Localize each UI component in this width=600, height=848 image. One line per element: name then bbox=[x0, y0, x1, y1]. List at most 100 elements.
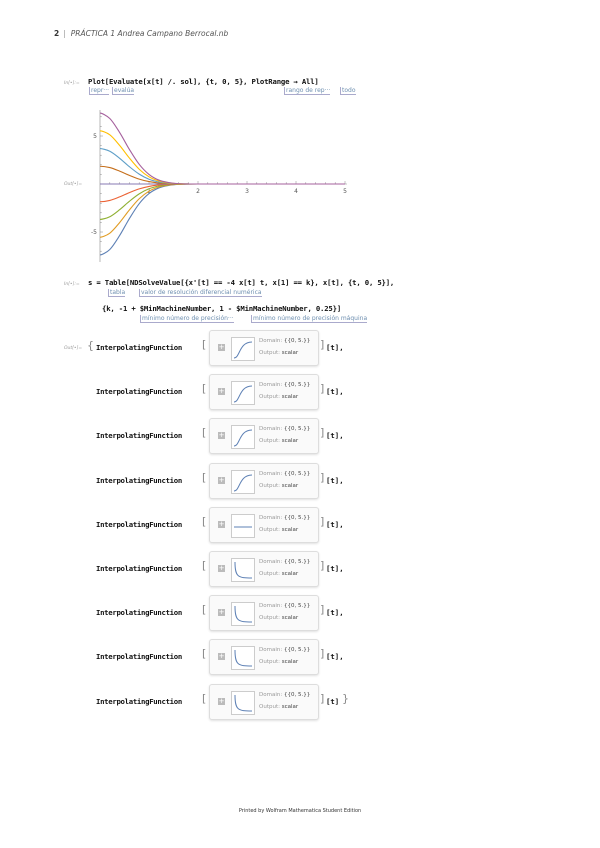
plot-input-code[interactable]: Plot[Evaluate[x[t] /. sol], {t, 0, 5}, P… bbox=[88, 77, 319, 86]
function-name: InterpolatingFunction bbox=[96, 564, 182, 573]
function-thumbnail bbox=[231, 690, 255, 715]
series-line-1 bbox=[99, 183, 345, 238]
function-argument: [t], bbox=[326, 652, 344, 662]
open-bracket: [ bbox=[202, 470, 207, 484]
series-line-8 bbox=[99, 112, 345, 185]
expand-plus-icon[interactable]: + bbox=[218, 564, 225, 572]
function-name: InterpolatingFunction bbox=[96, 431, 182, 441]
footer: Printed by Wolfram Mathematica Student E… bbox=[238, 808, 362, 814]
close-bracket: ] bbox=[320, 691, 325, 705]
close-bracket: ] bbox=[320, 338, 325, 351]
expand-plus-icon[interactable]: + bbox=[218, 652, 225, 661]
out-label-2: Out[•]= bbox=[64, 346, 83, 351]
output-text: Output: scalar bbox=[259, 571, 299, 577]
function-name: InterpolatingFunction bbox=[96, 387, 182, 397]
x-tick-label: 5 bbox=[343, 188, 347, 195]
interpolating-function-box[interactable]: + Domain: {{0, 5.}} Output: scalar bbox=[209, 595, 319, 632]
close-bracket: ] bbox=[320, 559, 325, 572]
interpolating-function-box[interactable]: + Domain: {{0, 5.}} Output: scalar bbox=[209, 374, 319, 411]
y-tick-label: 5 bbox=[93, 133, 97, 140]
y-tick-label: -5 bbox=[91, 229, 97, 236]
plot-out-label: Out[•]= bbox=[64, 182, 83, 187]
interpolating-function-box[interactable]: + Domain: {{0, 5.}} Output: scalar bbox=[209, 551, 319, 587]
hint-minmachine-1[interactable]: mínimo número de precisión··· bbox=[140, 315, 234, 323]
domain-text: Domain: {{0, 5.}} bbox=[259, 603, 311, 610]
in-label: In[•]:= bbox=[64, 81, 80, 86]
open-bracket: [ bbox=[202, 338, 207, 351]
function-thumbnail bbox=[231, 425, 255, 450]
function-name: InterpolatingFunction bbox=[96, 475, 182, 485]
interpolating-function-box[interactable]: + Domain: {{0, 5.}} Output: scalar bbox=[209, 639, 319, 676]
interpolating-function-box[interactable]: + Domain: {{0, 5.}} Output: scalar bbox=[209, 506, 319, 543]
function-thumbnail bbox=[231, 381, 255, 406]
output-text: Output: scalar bbox=[259, 659, 299, 666]
table-input-line1[interactable]: s = Table[NDSolveValue[{x'[t] == -4 x[t]… bbox=[88, 278, 395, 287]
series-line-7 bbox=[99, 130, 345, 185]
series-line-5 bbox=[99, 165, 345, 185]
hint-minmachine-2[interactable]: mínimo número de precisión máquina bbox=[251, 315, 368, 323]
hint-rango[interactable]: rango de rep··· bbox=[284, 87, 331, 95]
function-thumbnail bbox=[231, 513, 255, 538]
expand-plus-icon[interactable]: + bbox=[218, 475, 225, 484]
open-bracket: [ bbox=[202, 382, 207, 396]
hint-repr[interactable]: repr··· bbox=[89, 87, 110, 95]
interpolating-function-box[interactable]: + Domain: {{0, 5.}} Output: scalar bbox=[209, 683, 319, 720]
open-brace: { bbox=[87, 339, 94, 352]
domain-text: Domain: {{0, 5.}} bbox=[259, 514, 311, 521]
interpolating-function-box[interactable]: + Domain: {{0, 5.}} Output: scalar bbox=[209, 330, 319, 366]
function-name: InterpolatingFunction bbox=[96, 608, 182, 618]
function-argument: [t], bbox=[326, 343, 344, 352]
hint-tabla[interactable]: tabla bbox=[108, 289, 126, 297]
close-bracket: ] bbox=[320, 603, 325, 617]
notebook-filename: PRÁCTICA 1 Andrea Campano Berrocal.nb bbox=[70, 29, 229, 38]
function-name: InterpolatingFunction bbox=[96, 519, 182, 529]
function-thumbnail bbox=[231, 602, 255, 627]
domain-text: Domain: {{0, 5.}} bbox=[259, 691, 311, 698]
function-argument: [t], bbox=[326, 387, 344, 397]
expand-plus-icon[interactable]: + bbox=[218, 343, 225, 351]
interpolating-function-box[interactable]: + Domain: {{0, 5.}} Output: scalar bbox=[209, 462, 319, 499]
close-bracket: ] bbox=[320, 514, 325, 528]
output-text: Output: scalar bbox=[259, 526, 299, 533]
domain-text: Domain: {{0, 5.}} bbox=[259, 382, 311, 389]
domain-text: Domain: {{0, 5.}} bbox=[259, 559, 311, 565]
expand-plus-icon[interactable]: + bbox=[218, 387, 225, 396]
output-text: Output: scalar bbox=[259, 703, 299, 710]
open-bracket: [ bbox=[202, 514, 207, 528]
function-argument: [t], bbox=[326, 519, 344, 529]
function-name: InterpolatingFunction bbox=[96, 343, 182, 352]
open-bracket: [ bbox=[202, 426, 207, 440]
expand-plus-icon[interactable]: + bbox=[218, 519, 225, 528]
domain-text: Domain: {{0, 5.}} bbox=[259, 647, 311, 654]
expand-plus-icon[interactable]: + bbox=[218, 696, 225, 705]
function-argument: [t], bbox=[326, 608, 344, 618]
interpolating-function-box[interactable]: + Domain: {{0, 5.}} Output: scalar bbox=[209, 418, 319, 455]
hint-evalua[interactable]: evalúa bbox=[112, 87, 135, 95]
output-text: Output: scalar bbox=[259, 482, 299, 489]
x-tick-label: 4 bbox=[294, 188, 298, 195]
close-bracket: ] bbox=[320, 382, 325, 396]
output-text: Output: scalar bbox=[259, 350, 299, 356]
close-bracket: ] bbox=[320, 647, 325, 661]
function-thumbnail bbox=[231, 646, 255, 671]
function-name: InterpolatingFunction bbox=[96, 652, 182, 662]
page-header: 2 | PRÁCTICA 1 Andrea Campano Berrocal.nb bbox=[54, 29, 228, 38]
expand-plus-icon[interactable]: + bbox=[218, 608, 225, 617]
domain-text: Domain: {{0, 5.}} bbox=[259, 426, 311, 433]
hint-todo[interactable]: todo bbox=[340, 87, 356, 95]
output-text: Output: scalar bbox=[259, 438, 299, 445]
table-input-line2[interactable]: {k, -1 + $MinMachineNumber, 1 - $MinMach… bbox=[102, 304, 342, 313]
expand-plus-icon[interactable]: + bbox=[218, 431, 225, 440]
open-bracket: [ bbox=[202, 647, 207, 661]
x-tick-label: 2 bbox=[196, 188, 200, 195]
header-separator: | bbox=[63, 29, 66, 38]
plot[interactable]: 1 2 3 4 55-5 bbox=[80, 100, 360, 270]
close-brace: } bbox=[342, 691, 349, 705]
series-line-3 bbox=[99, 183, 345, 203]
close-bracket: ] bbox=[320, 426, 325, 440]
open-bracket: [ bbox=[202, 603, 207, 617]
output-text: Output: scalar bbox=[259, 615, 299, 622]
function-argument: [t], bbox=[326, 475, 344, 485]
hint-ndsolve[interactable]: valor de resolución diferencial numérica bbox=[139, 289, 262, 297]
